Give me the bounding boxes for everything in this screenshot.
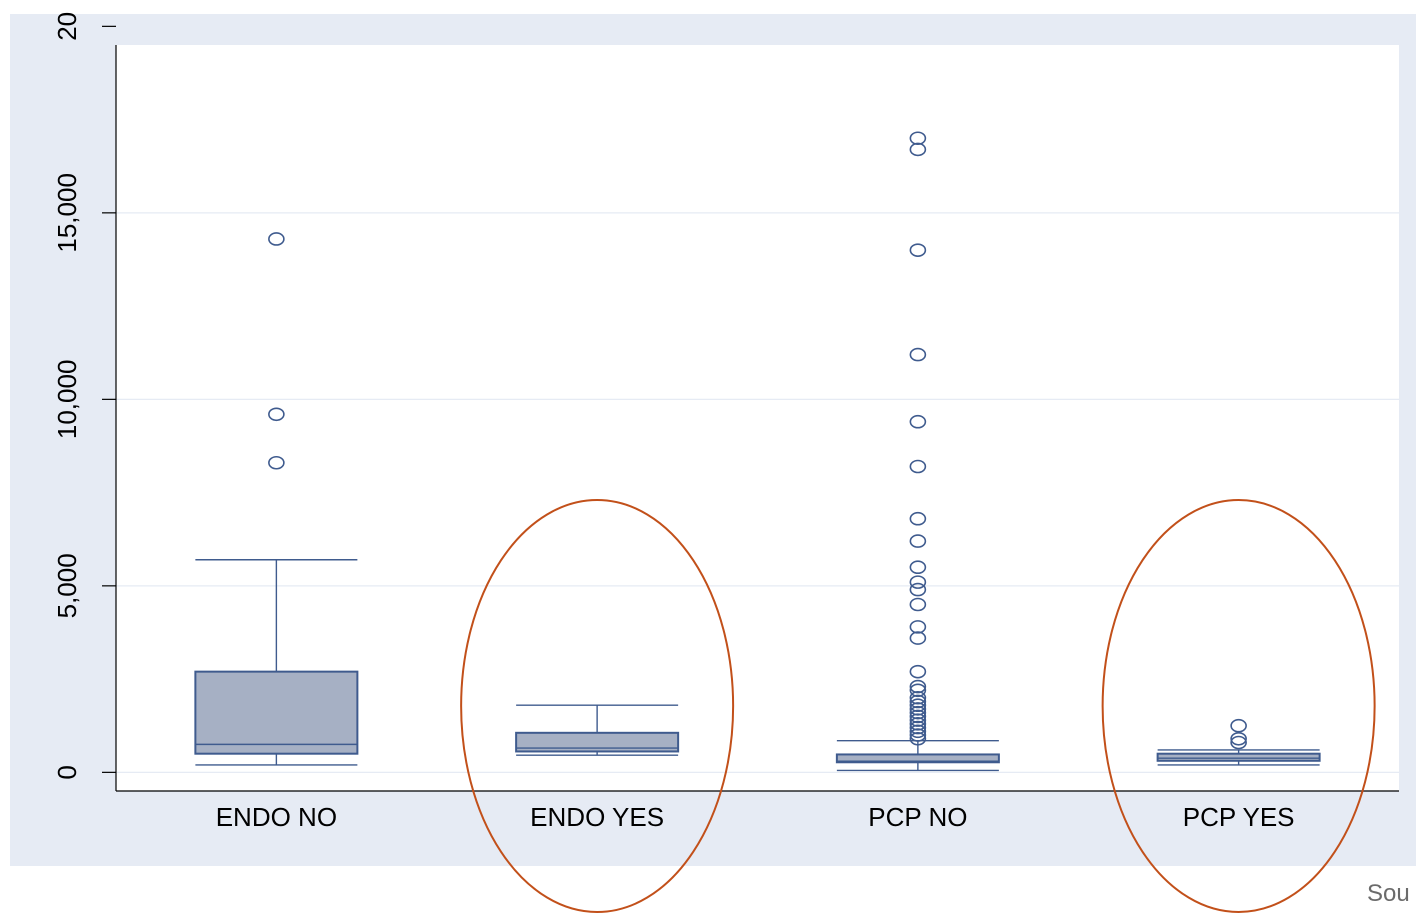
outlier-point [1230,735,1247,750]
x-category-label: ENDO NO [216,802,337,832]
outlier-point [909,597,927,612]
highlight-ellipse [1101,499,1376,913]
outlier-point [909,690,927,705]
outlier-point [909,511,927,526]
axes [102,25,1399,792]
outlier-point [909,582,927,597]
outlier-point [1230,731,1247,746]
outlier-point [268,407,285,422]
x-category-label: ENDO YES [530,802,664,832]
box-series [194,131,1321,772]
outlier-point [268,232,285,246]
y-tick-label: 15,000 [52,173,82,253]
box-endo-no [194,232,359,766]
highlight-ellipse [460,499,735,913]
axis-labels: 0 5,000 10,000 15,000 20 ENDO NO ENDO YES PCP N… [52,12,1295,832]
outlier-point [909,694,927,709]
iqr-box [835,753,1000,764]
outlier-point [909,717,927,731]
outlier-point [909,575,927,589]
outlier-point [909,724,927,739]
y-tick-label: 20 [52,12,82,41]
outlier-point [909,534,927,548]
outlier-point [909,243,927,257]
box-endo-yes [515,704,680,756]
y-tick-label: 0 [52,765,82,779]
outlier-point [909,560,927,575]
outlier-point [909,414,927,429]
outlier-point [909,731,927,746]
outlier-point [909,142,927,157]
outlier-point [909,705,927,720]
outlier-point [909,720,927,735]
outlier-point [268,455,285,470]
outlier-point [909,698,927,713]
outlier-point [909,702,927,716]
highlight-ellipses [460,499,1376,913]
outlier-point [1230,718,1247,733]
outlier-point [909,713,927,727]
y-tick-label: 10,000 [52,360,82,440]
iqr-box [1156,752,1321,762]
source-footnote: Sou [1367,880,1410,907]
iqr-box [194,670,359,755]
outlier-point [909,679,927,694]
outlier-point [909,683,927,698]
outlier-point [909,709,927,724]
outlier-point [909,131,927,146]
gridlines [116,212,1399,773]
iqr-box [515,731,680,753]
outlier-point [909,631,927,645]
outlier-point [909,459,927,474]
outlier-point [909,664,927,679]
x-category-label: PCP NO [868,802,967,832]
box-pcp-no [835,131,1000,772]
x-category-label: PCP YES [1183,802,1295,832]
outlier-point [909,728,927,742]
outlier-point [909,347,927,362]
outlier-point [909,620,927,634]
box-pcp-yes [1156,718,1321,766]
plot-area [116,45,1399,791]
y-tick-label: 5,000 [52,553,82,618]
